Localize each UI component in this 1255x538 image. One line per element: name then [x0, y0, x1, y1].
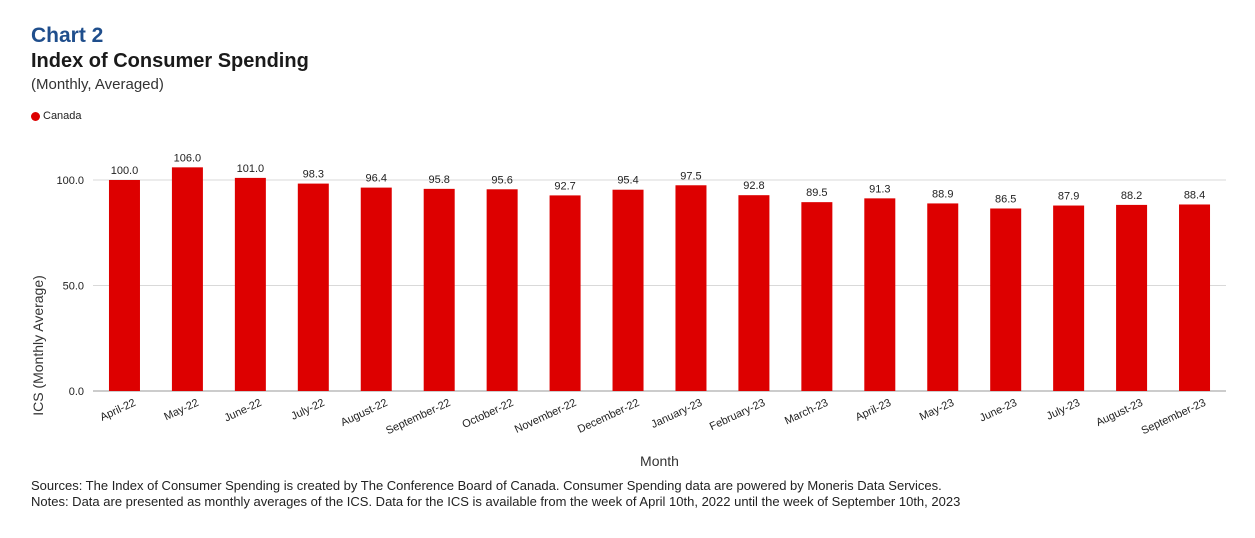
- x-tick-label: December-22: [576, 397, 641, 436]
- x-tick-label: March-23: [783, 397, 830, 428]
- data-label: 95.8: [428, 174, 449, 186]
- data-label: 92.7: [554, 180, 575, 192]
- data-label: 91.3: [869, 183, 890, 195]
- legend-marker-canada: [31, 111, 40, 121]
- bar: [297, 183, 329, 391]
- chart-number: Chart 2: [31, 24, 104, 47]
- data-label: 106.0: [174, 152, 202, 164]
- chart-subtitle: (Monthly, Averaged): [31, 76, 164, 93]
- bar: [171, 167, 203, 391]
- data-label: 101.0: [237, 163, 265, 175]
- x-axis-title: Month: [640, 453, 679, 469]
- chart-notes: Sources: The Index of Consumer Spending …: [31, 478, 960, 510]
- x-tick-label: November-22: [513, 397, 578, 436]
- x-tick-label: September-23: [1140, 397, 1208, 437]
- bar: [234, 177, 266, 391]
- x-tick-label: October-22: [460, 397, 515, 431]
- bar: [486, 189, 518, 391]
- sources-text: Sources: The Index of Consumer Spending …: [31, 478, 942, 493]
- data-label: 97.5: [680, 170, 701, 182]
- x-tick-label: August-23: [1094, 397, 1145, 429]
- y-tick-label: 50.0: [63, 281, 84, 293]
- bar: [675, 185, 707, 391]
- bar: [549, 195, 581, 391]
- y-tick-label: 100.0: [56, 175, 84, 187]
- x-tick-label: February-23: [708, 397, 767, 433]
- data-label: 88.9: [932, 188, 953, 200]
- bar: [108, 180, 140, 391]
- x-tick-label: September-22: [384, 397, 452, 437]
- data-label: 86.5: [995, 193, 1016, 205]
- data-label: 92.8: [743, 180, 764, 192]
- x-tick-label: August-22: [339, 397, 390, 429]
- bar: [990, 208, 1022, 391]
- x-tick-label: January-23: [649, 397, 704, 431]
- x-tick-label: June-22: [223, 397, 264, 425]
- x-tick-label: April-22: [98, 397, 137, 424]
- bar: [1179, 204, 1211, 391]
- x-tick-label: June-23: [978, 397, 1019, 425]
- bar: [1053, 205, 1085, 391]
- y-axis-title: ICS (Monthly Average): [30, 275, 46, 416]
- notes-text: Notes: Data are presented as monthly ave…: [31, 494, 961, 509]
- x-tick-label: May-22: [162, 397, 200, 423]
- data-label: 95.6: [491, 174, 512, 186]
- bar: [738, 195, 770, 391]
- bar: [360, 187, 392, 391]
- data-label: 96.4: [366, 173, 387, 185]
- x-tick-label: April-23: [854, 397, 893, 424]
- chart-title: Index of Consumer Spending: [31, 50, 309, 72]
- bar: [927, 203, 959, 391]
- data-label: 100.0: [111, 165, 139, 177]
- y-tick-label: 0.0: [69, 386, 84, 398]
- data-label: 87.9: [1058, 191, 1079, 203]
- legend-label-canada: Canada: [43, 110, 82, 122]
- data-label: 88.2: [1121, 190, 1142, 202]
- bar: [423, 188, 455, 391]
- bar: [864, 198, 896, 391]
- bar: [612, 189, 644, 391]
- data-label: 88.4: [1184, 189, 1205, 201]
- x-tick-label: July-22: [289, 397, 326, 423]
- x-tick-label: July-23: [1045, 397, 1082, 423]
- data-label: 98.3: [303, 169, 324, 181]
- data-label: 95.4: [617, 175, 638, 187]
- data-label: 89.5: [806, 187, 827, 199]
- x-tick-label: May-23: [918, 397, 956, 423]
- legend: Canada: [31, 110, 82, 122]
- bar: [801, 202, 833, 391]
- bar: [1116, 204, 1148, 391]
